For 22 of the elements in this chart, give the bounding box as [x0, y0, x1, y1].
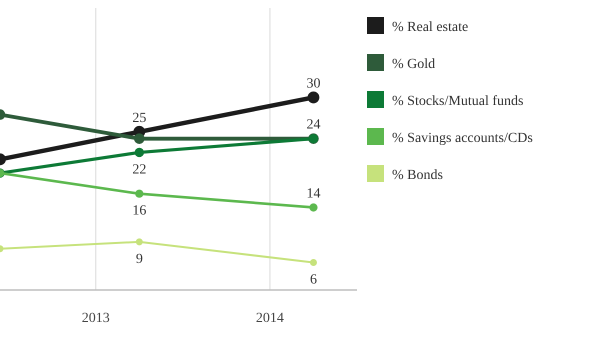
point: [134, 148, 144, 158]
point: [308, 92, 320, 104]
point: [136, 238, 143, 246]
data-label: 30: [306, 76, 320, 92]
data-label: 16: [132, 204, 146, 219]
data-label: 6: [310, 272, 317, 288]
x-tick-label: 2013: [82, 311, 110, 326]
point: [135, 190, 144, 198]
data-label: 14: [306, 186, 320, 202]
legend-label: % Savings accounts/CDs: [392, 131, 533, 146]
point: [310, 258, 317, 266]
data-label: 22: [132, 162, 146, 178]
data-label: 25: [132, 110, 146, 126]
legend-label: % Bonds: [392, 168, 443, 183]
legend-label: % Gold: [392, 57, 436, 72]
point: [134, 133, 145, 144]
data-label: 24: [306, 118, 320, 133]
x-tick-label: 2014: [256, 311, 284, 326]
legend-label: % Real estate: [392, 20, 468, 35]
legend-label: % Stocks/Mutual funds: [392, 94, 524, 109]
point: [309, 203, 318, 212]
data-label: 9: [136, 252, 143, 267]
